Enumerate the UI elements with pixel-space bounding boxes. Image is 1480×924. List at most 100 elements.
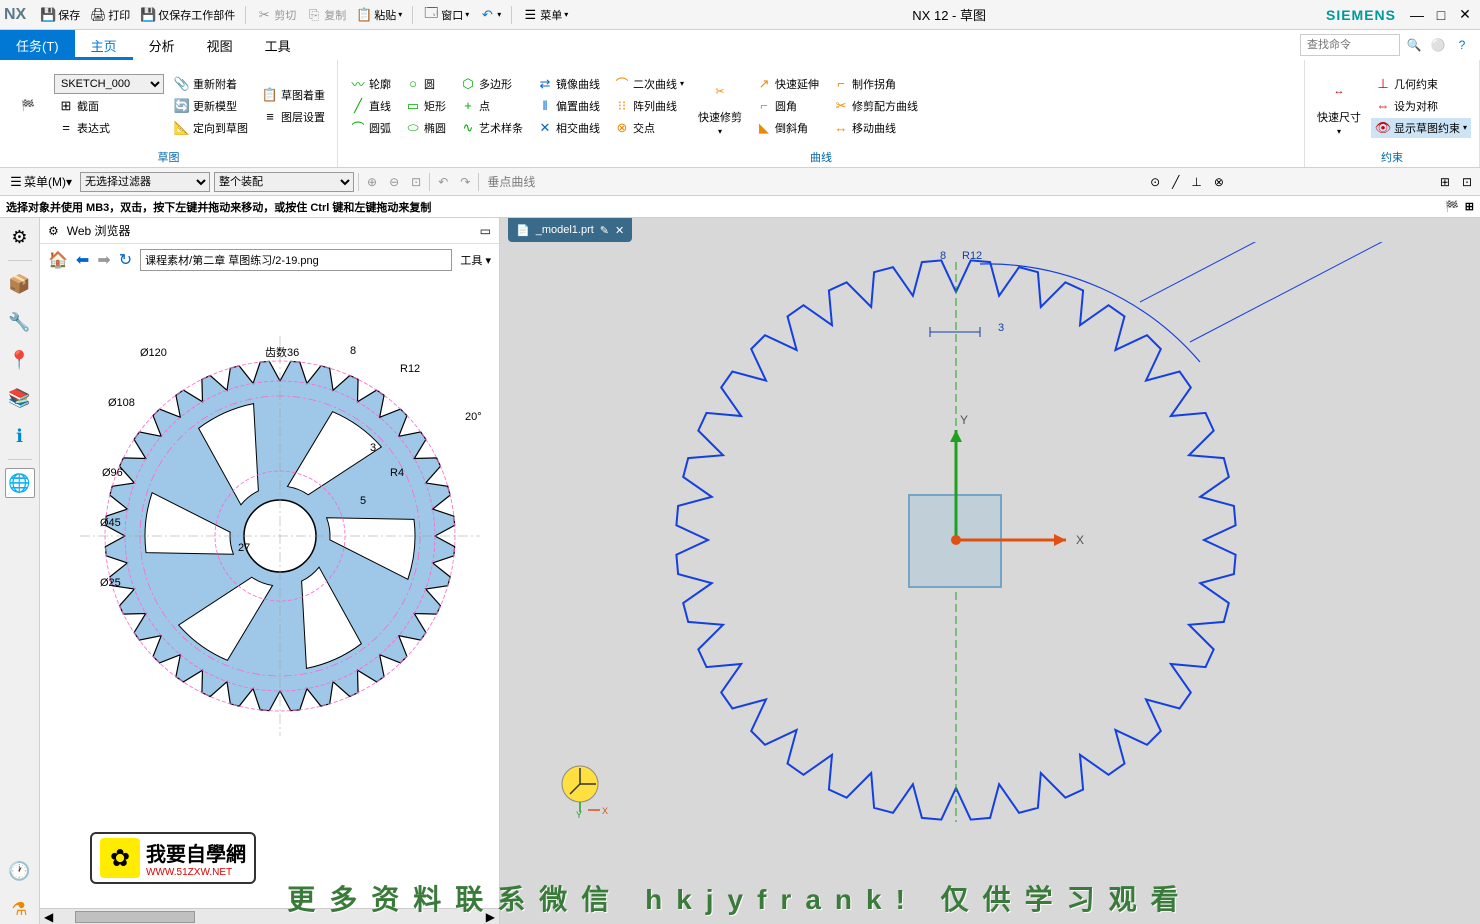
tb-snap-2[interactable]: ╱ [1168,173,1183,191]
viewport[interactable]: X Y 8 R12 3 Y X [500,242,1480,924]
url-input[interactable] [140,249,452,271]
close-button[interactable]: ✕ [1454,5,1476,25]
pattern-curve-button[interactable]: ⁝⁝阵列曲线 [610,96,688,116]
info-icon[interactable]: ℹ [5,421,35,451]
offset-curve-button[interactable]: ‖偏置曲线 [533,96,604,116]
search-input[interactable] [1300,34,1400,56]
mirror-curve-button[interactable]: ⇄镜像曲线 [533,74,604,94]
line-button[interactable]: ╱直线 [346,96,395,116]
horizontal-scrollbar[interactable]: ◀ ▶ [40,908,499,924]
ribbon-group-sketch: 🏁 SKETCH_000 ⊞截面 =表达式 📎重新附着 🔄更新模型 📐定向到草图… [0,60,338,167]
tb-icon-4[interactable]: ↶ [434,173,452,191]
tb-icon-3[interactable]: ⊡ [407,173,425,191]
history-icon[interactable]: 🕐 [5,856,35,886]
fillet-button[interactable]: ⌐圆角 [752,96,823,116]
view-triad[interactable]: Y X [560,764,620,824]
assembly-navigator-icon[interactable]: 🔧 [5,307,35,337]
quick-trim-button[interactable]: ✂ 快速修剪 ▾ [694,71,746,140]
minimize-button[interactable]: — [1406,5,1428,25]
tb-view-2[interactable]: ⊡ [1458,173,1476,191]
tb-icon-2[interactable]: ⊖ [385,173,403,191]
paste-button[interactable]: 📋粘贴▾ [352,5,406,25]
process-icon[interactable]: ⚗ [5,894,35,924]
tb-snap-3[interactable]: ⊥ [1187,173,1205,191]
sketch-selector[interactable]: SKETCH_000 [54,74,164,94]
tab-view[interactable]: 视图 [191,30,249,60]
reattach-button[interactable]: 📎重新附着 [170,74,252,94]
tb-view-1[interactable]: ⊞ [1436,173,1454,191]
search-icon[interactable]: 🔍 [1404,35,1424,55]
ellipse-icon: ⬭ [405,120,421,136]
cross-section-button[interactable]: ⊞截面 [54,96,164,116]
tb-snap-label: 垂点曲线 [483,171,539,192]
quick-extend-button[interactable]: ↗快速延伸 [752,74,823,94]
browser-tools[interactable]: 工具 ▾ [460,252,491,268]
tab-home[interactable]: 主页 [75,30,133,60]
back-icon[interactable]: ⬅ [76,250,89,270]
file-name: _model1.prt [536,224,594,236]
tab-analysis[interactable]: 分析 [133,30,191,60]
menu-m-button[interactable]: ☰菜单(M) ▾ [4,171,76,192]
expression-button[interactable]: =表达式 [54,118,164,138]
settings-icon[interactable]: ⚪ [1428,35,1448,55]
intersect-curve-button[interactable]: ✕相交曲线 [533,118,604,138]
trim-recipe-button[interactable]: ✂修剪配方曲线 [829,96,922,116]
maximize-button[interactable]: □ [1430,5,1452,25]
tab-tool[interactable]: 工具 [249,30,307,60]
scrollbar-thumb[interactable] [75,911,195,923]
tb-icon-1[interactable]: ⊕ [363,173,381,191]
profile-button[interactable]: 〰轮廓 [346,74,395,94]
part-navigator-icon[interactable]: 📦 [5,269,35,299]
close-tab-icon[interactable]: ✕ [615,224,624,237]
save-button[interactable]: 💾保存 [36,5,84,25]
quick-dim-button[interactable]: ↔ 快速尺寸 ▾ [1313,71,1365,140]
tb-snap-4[interactable]: ⊗ [1210,173,1228,191]
tab-task[interactable]: 任务(T) [0,30,75,60]
group-label-constraint: 约束 [1313,147,1471,165]
spline-button[interactable]: ∿艺术样条 [456,118,527,138]
circle-button[interactable]: ○圆 [401,74,450,94]
browser-content: Ø120 齿数36 8 R12 20° Ø108 Ø96 Ø45 Ø25 R4 … [40,276,499,924]
geo-constraint-button[interactable]: ⊥几何约束 [1371,74,1471,94]
window-button[interactable]: 🗔窗口▾ [419,5,473,25]
make-symmetric-button[interactable]: ⇔设为对称 [1371,96,1471,116]
make-corner-button[interactable]: ⌐制作拐角 [829,74,922,94]
point-button[interactable]: +点 [456,96,527,116]
panel-pin-icon[interactable]: ▭ [480,224,491,238]
file-tab[interactable]: 📄 _model1.prt ✎ ✕ [508,218,632,242]
update-model-button[interactable]: 🔄更新模型 [170,96,252,116]
panel-gear-icon[interactable]: ⚙ [48,224,59,238]
tb-snap-1[interactable]: ⊙ [1146,173,1164,191]
arc-button[interactable]: ⌒圆弧 [346,118,395,138]
rect-button[interactable]: ▭矩形 [401,96,450,116]
cut-button[interactable]: ✂剪切 [252,5,300,25]
constraint-navigator-icon[interactable]: 📍 [5,345,35,375]
tb-icon-5[interactable]: ↷ [456,173,474,191]
filter-select[interactable]: 无选择过滤器 [80,172,210,192]
copy-button[interactable]: ⎘复制 [302,5,350,25]
refresh-icon[interactable]: ↻ [119,250,132,270]
layer-settings-button[interactable]: ≡图层设置 [258,107,329,127]
finish-sketch-button[interactable]: 🏁 [8,86,48,126]
intersection-button[interactable]: ⊗交点 [610,118,688,138]
assembly-select[interactable]: 整个装配 [214,172,354,192]
ellipse-button[interactable]: ⬭椭圆 [401,118,450,138]
show-constraint-button[interactable]: 👁显示草图约束▾ [1371,118,1471,138]
help-icon[interactable]: ? [1452,35,1472,55]
move-curve-button[interactable]: ↔移动曲线 [829,118,922,138]
sketch-reattach-button[interactable]: 📋草图着重 [258,85,329,105]
gear-settings-icon[interactable]: ⚙ [5,222,35,252]
orient-sketch-button[interactable]: 📐定向到草图 [170,118,252,138]
conic-button[interactable]: ⌒二次曲线▾ [610,74,688,94]
menu-button[interactable]: ☰菜单▾ [518,5,572,25]
polygon-button[interactable]: ⬡多边形 [456,74,527,94]
undo-dropdown[interactable]: ↶▾ [475,5,505,25]
save-work-button[interactable]: 💾仅保存工作部件 [136,5,239,25]
forward-icon[interactable]: ➡ [97,250,110,270]
reuse-library-icon[interactable]: 📚 [5,383,35,413]
web-browser-icon[interactable]: 🌐 [5,468,35,498]
print-button[interactable]: 🖨打印 [86,5,134,25]
menu-tabs: 任务(T) 主页 分析 视图 工具 🔍 ⚪ ? [0,30,1480,60]
chamfer-button[interactable]: ◣倒斜角 [752,118,823,138]
home-icon[interactable]: 🏠 [48,250,68,270]
